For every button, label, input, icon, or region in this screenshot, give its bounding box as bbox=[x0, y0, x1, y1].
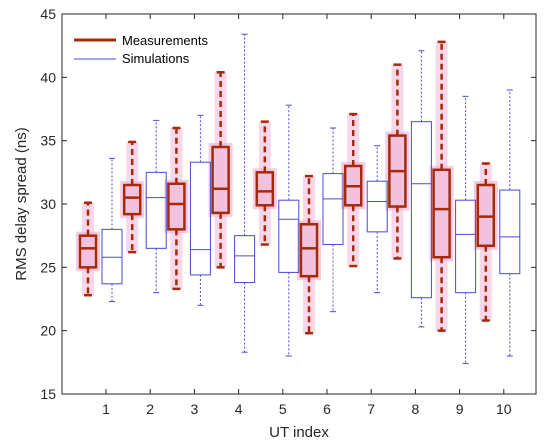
measurement-iqr-box bbox=[255, 171, 275, 207]
y-tick-label: 25 bbox=[40, 259, 56, 275]
simulation-box-ut-6 bbox=[322, 127, 344, 313]
simulation-iqr-box bbox=[455, 199, 477, 294]
y-axis-label: RMS delay spread (ns) bbox=[13, 127, 30, 280]
x-tick-label: 5 bbox=[279, 401, 287, 417]
simulation-box-ut-8 bbox=[410, 50, 432, 328]
x-axis-label: UT index bbox=[269, 424, 329, 441]
simulation-iqr-box bbox=[499, 189, 521, 275]
simulation-iqr-box bbox=[234, 235, 256, 284]
measurement-iqr-box bbox=[299, 223, 319, 278]
y-tick-label: 40 bbox=[40, 69, 56, 85]
simulation-box-ut-9 bbox=[455, 95, 477, 365]
simulation-box-ut-7 bbox=[366, 145, 388, 294]
measurement-box-ut-3 bbox=[164, 126, 189, 291]
x-tick-label: 3 bbox=[191, 401, 199, 417]
x-tick-label: 6 bbox=[323, 401, 331, 417]
measurement-iqr-box bbox=[78, 234, 98, 269]
simulation-iqr-box bbox=[278, 199, 300, 273]
x-tick-label: 7 bbox=[367, 401, 375, 417]
simulation-iqr-box bbox=[410, 121, 432, 299]
measurement-box-ut-9 bbox=[429, 40, 454, 332]
legend: Measurements Simulations bbox=[68, 20, 210, 72]
boxes-layer bbox=[76, 33, 521, 365]
x-tick-label: 8 bbox=[412, 401, 420, 417]
y-tick-label: 30 bbox=[40, 196, 56, 212]
measurement-box-glow bbox=[252, 168, 277, 210]
y-tick-label: 35 bbox=[40, 133, 56, 149]
simulation-box-ut-10 bbox=[499, 89, 521, 357]
measurement-box-ut-10 bbox=[473, 162, 498, 322]
measurement-box-ut-2 bbox=[120, 140, 145, 254]
x-tick-label: 10 bbox=[496, 401, 512, 417]
measurement-box-ut-1 bbox=[76, 201, 100, 297]
measurement-box-ut-4 bbox=[208, 71, 233, 269]
simulation-iqr-box bbox=[101, 228, 123, 285]
simulation-box-ut-3 bbox=[189, 114, 211, 306]
x-tick-label: 2 bbox=[146, 401, 154, 417]
y-tick-label: 45 bbox=[40, 6, 56, 22]
legend-simulations-label: Simulations bbox=[122, 51, 190, 66]
y-tick-label: 20 bbox=[40, 323, 56, 339]
measurement-iqr-box bbox=[432, 168, 451, 259]
measurement-iqr-box bbox=[211, 145, 230, 215]
measurement-box-ut-7 bbox=[341, 112, 366, 268]
simulation-box-ut-4 bbox=[234, 33, 256, 353]
simulation-iqr-box bbox=[145, 171, 167, 249]
simulation-iqr-box bbox=[322, 173, 344, 246]
simulation-box-ut-2 bbox=[145, 119, 167, 294]
measurement-iqr-box bbox=[167, 182, 186, 231]
simulation-iqr-box bbox=[189, 161, 211, 276]
measurement-box-ut-6 bbox=[297, 174, 321, 335]
x-tick-label: 1 bbox=[102, 401, 110, 417]
measurement-box-ut-5 bbox=[252, 120, 277, 246]
x-tick-label: 9 bbox=[456, 401, 464, 417]
measurement-box-ut-8 bbox=[385, 63, 410, 260]
measurement-iqr-box bbox=[122, 183, 142, 216]
legend-measurements-label: Measurements bbox=[122, 33, 208, 48]
simulation-box-ut-5 bbox=[278, 104, 300, 357]
legend-box bbox=[68, 20, 210, 72]
measurement-iqr-box bbox=[476, 183, 496, 248]
x-tick-label: 4 bbox=[235, 401, 243, 417]
simulation-box-ut-1 bbox=[101, 157, 123, 303]
y-tick-label: 15 bbox=[40, 386, 56, 402]
simulation-iqr-box bbox=[366, 180, 388, 233]
